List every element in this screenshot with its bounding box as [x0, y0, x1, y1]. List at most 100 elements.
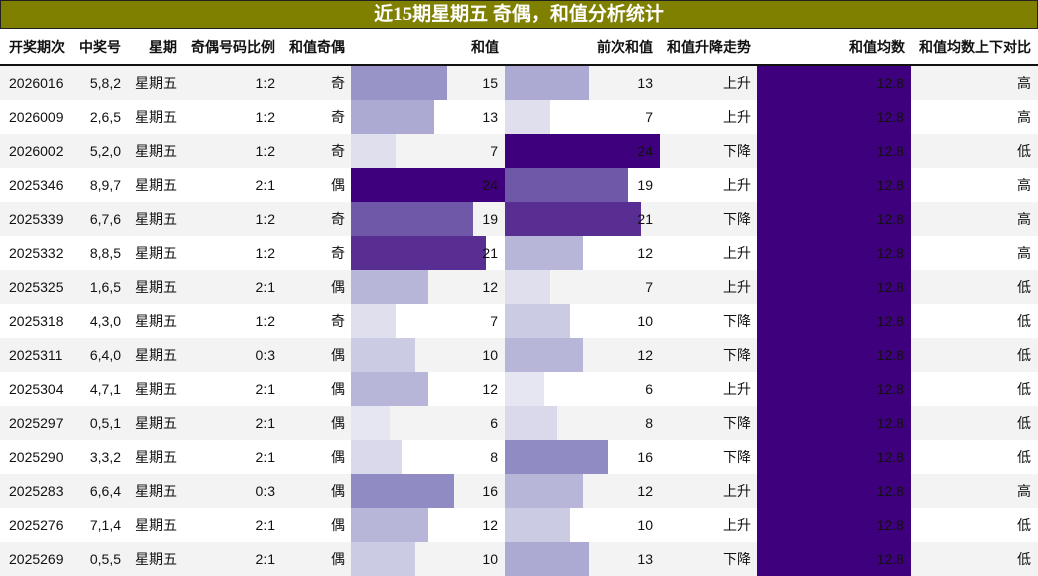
cell-prev-sum: 16 — [505, 440, 660, 474]
cell-numbers: 5,2,0 — [89, 143, 121, 159]
col-header-odd-even-ratio[interactable]: 奇偶号码比例 — [191, 39, 275, 55]
col-header-mean-compare[interactable]: 和值均数上下对比 — [919, 39, 1031, 55]
cell-sum: 10 — [351, 542, 505, 576]
cell-mean: 12.8 — [757, 508, 911, 542]
col-header-sum-parity[interactable]: 和值奇偶 — [289, 39, 345, 55]
cell-numbers: 8,9,7 — [89, 177, 121, 193]
cell-trend: 下降 — [723, 347, 751, 363]
sum-bar — [351, 202, 473, 236]
cell-odd-even-ratio: 2:1 — [255, 449, 275, 465]
cell-odd-even-ratio: 2:1 — [255, 381, 275, 397]
mean-value: 12.8 — [876, 75, 904, 91]
prev-sum-value: 13 — [637, 551, 653, 567]
cell-weekday: 星期五 — [135, 517, 177, 533]
cell-odd-even-ratio: 2:1 — [255, 517, 275, 533]
sum-bar — [351, 304, 396, 338]
cell-numbers: 6,4,0 — [89, 347, 121, 363]
cell-issue: 2025290 — [9, 449, 64, 465]
prev-sum-value: 21 — [637, 211, 653, 227]
prev-sum-value: 7 — [645, 109, 653, 125]
cell-prev-sum: 21 — [505, 202, 660, 236]
col-header-numbers[interactable]: 中奖号 — [79, 39, 121, 55]
cell-numbers: 2,6,5 — [89, 109, 121, 125]
table-title: 近15期星期五 奇偶，和值分析统计 — [0, 0, 1038, 29]
cell-issue: 2026016 — [9, 75, 64, 91]
mean-value: 12.8 — [876, 245, 904, 261]
cell-trend: 下降 — [723, 551, 751, 567]
cell-issue: 2025304 — [9, 381, 64, 397]
cell-sum: 7 — [351, 134, 505, 168]
sum-value: 15 — [482, 75, 498, 91]
sum-bar — [351, 168, 505, 202]
cell-odd-even-ratio: 2:1 — [255, 279, 275, 295]
mean-value: 12.8 — [876, 143, 904, 159]
prev-sum-bar — [505, 202, 641, 236]
cell-weekday: 星期五 — [135, 347, 177, 363]
cell-sum: 10 — [351, 338, 505, 372]
cell-sum-parity: 奇 — [331, 109, 345, 125]
cell-prev-sum: 12 — [505, 474, 660, 508]
cell-sum: 12 — [351, 508, 505, 542]
cell-issue: 2025339 — [9, 211, 64, 227]
cell-mean: 12.8 — [757, 168, 911, 202]
cell-prev-sum: 12 — [505, 236, 660, 270]
cell-weekday: 星期五 — [135, 109, 177, 125]
prev-sum-bar — [505, 372, 544, 406]
cell-sum-parity: 偶 — [331, 517, 345, 533]
cell-sum: 21 — [351, 236, 505, 270]
cell-issue: 2025318 — [9, 313, 64, 329]
cell-sum: 7 — [351, 304, 505, 338]
cell-trend: 上升 — [723, 517, 751, 533]
col-header-mean[interactable]: 和值均数 — [849, 39, 905, 55]
cell-mean-compare: 高 — [1017, 109, 1031, 125]
mean-value: 12.8 — [876, 177, 904, 193]
col-header-prev-sum[interactable]: 前次和值 — [597, 39, 653, 55]
mean-value: 12.8 — [876, 109, 904, 125]
cell-numbers: 7,1,4 — [89, 517, 121, 533]
cell-trend: 下降 — [723, 415, 751, 431]
cell-sum: 6 — [351, 406, 505, 440]
cell-mean-compare: 高 — [1017, 75, 1031, 91]
col-header-sum[interactable]: 和值 — [471, 39, 499, 55]
cell-weekday: 星期五 — [135, 177, 177, 193]
cell-sum: 13 — [351, 100, 505, 134]
sum-bar — [351, 542, 416, 576]
sum-bar — [351, 508, 428, 542]
table-row: 2025290 3,3,2 星期五 2:1 偶 8 16 下降 12.8 低 — [0, 440, 1038, 474]
col-header-trend[interactable]: 和值升降走势 — [667, 39, 751, 55]
cell-sum-parity: 偶 — [331, 415, 345, 431]
stats-table: 开奖期次 中奖号 星期 奇偶号码比例 和值奇偶 和值 前次和值 和值升降走势 和… — [0, 29, 1038, 576]
prev-sum-bar — [505, 338, 583, 372]
sum-bar — [351, 338, 416, 372]
cell-issue: 2025346 — [9, 177, 64, 193]
cell-mean: 12.8 — [757, 134, 911, 168]
cell-mean: 12.8 — [757, 440, 911, 474]
cell-issue: 2025283 — [9, 483, 64, 499]
cell-mean: 12.8 — [757, 338, 911, 372]
cell-weekday: 星期五 — [135, 449, 177, 465]
mean-value: 12.8 — [876, 517, 904, 533]
prev-sum-bar — [505, 236, 583, 270]
col-header-issue[interactable]: 开奖期次 — [9, 39, 65, 55]
cell-odd-even-ratio: 2:1 — [255, 177, 275, 193]
table-row: 2025304 4,7,1 星期五 2:1 偶 12 6 上升 12.8 低 — [0, 372, 1038, 406]
cell-weekday: 星期五 — [135, 211, 177, 227]
cell-mean-compare: 低 — [1017, 143, 1031, 159]
cell-prev-sum: 7 — [505, 270, 660, 304]
cell-odd-even-ratio: 1:2 — [255, 109, 275, 125]
cell-mean: 12.8 — [757, 236, 911, 270]
sum-value: 19 — [482, 211, 498, 227]
cell-prev-sum: 8 — [505, 406, 660, 440]
cell-mean-compare: 高 — [1017, 211, 1031, 227]
table-row: 2026009 2,6,5 星期五 1:2 奇 13 7 上升 12.8 高 — [0, 100, 1038, 134]
cell-sum: 12 — [351, 372, 505, 406]
sum-value: 16 — [482, 483, 498, 499]
cell-prev-sum: 10 — [505, 304, 660, 338]
prev-sum-value: 13 — [637, 75, 653, 91]
cell-numbers: 3,3,2 — [89, 449, 121, 465]
cell-sum-parity: 奇 — [331, 245, 345, 261]
table-row: 2025311 6,4,0 星期五 0:3 偶 10 12 下降 12.8 低 — [0, 338, 1038, 372]
cell-odd-even-ratio: 1:2 — [255, 75, 275, 91]
cell-weekday: 星期五 — [135, 415, 177, 431]
col-header-weekday[interactable]: 星期 — [149, 39, 177, 55]
